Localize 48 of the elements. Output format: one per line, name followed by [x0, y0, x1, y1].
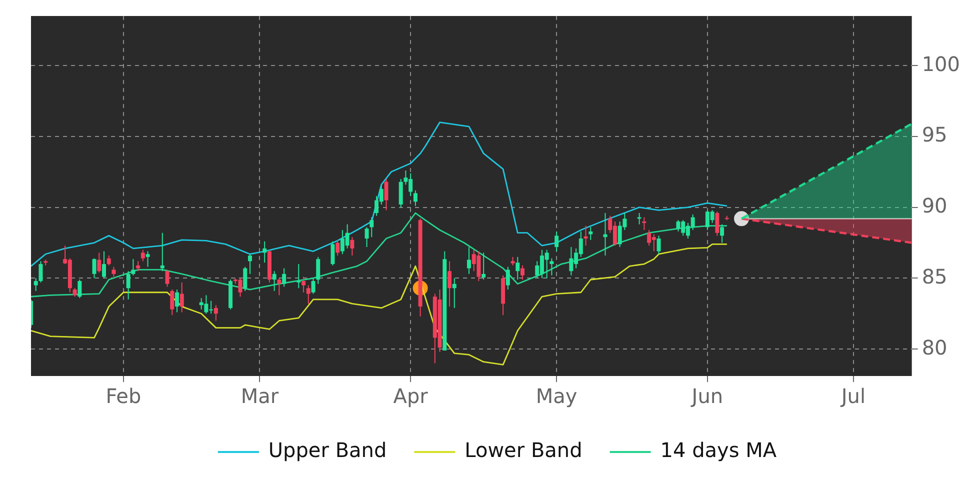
- candlestick: [140, 249, 145, 262]
- candlestick: [112, 266, 116, 278]
- candlestick: [38, 260, 43, 283]
- candlestick: [34, 278, 38, 292]
- candlestick: [97, 252, 102, 274]
- candlestick: [160, 232, 164, 272]
- candlestick: [506, 266, 510, 290]
- candlestick: [656, 235, 661, 255]
- y-tick-label: 95: [922, 122, 948, 147]
- candlestick: [165, 269, 170, 288]
- candlestick: [102, 250, 106, 279]
- candlestick: [146, 250, 150, 268]
- x-tick-label: Apr: [393, 384, 429, 408]
- candlestick: [214, 304, 218, 322]
- candlestick: [482, 252, 486, 280]
- candlestick: [588, 226, 593, 240]
- candlestick: [106, 255, 111, 266]
- candlestick: [720, 224, 724, 244]
- candlestick: [170, 289, 174, 316]
- candlestick: [516, 256, 520, 280]
- candlestick: [126, 270, 130, 300]
- candlestick: [715, 211, 720, 236]
- candlestick: [584, 225, 588, 246]
- candlestick: [180, 282, 184, 313]
- x-tick-label: Jul: [839, 384, 866, 408]
- candlestick: [448, 260, 452, 308]
- candlestick: [554, 230, 559, 252]
- candlestick: [136, 260, 140, 272]
- legend-label: Upper Band: [268, 438, 387, 462]
- y-tick-label: 80: [922, 335, 948, 360]
- legend-label: Lower Band: [464, 438, 582, 462]
- legend-label: 14 days MA: [660, 438, 777, 462]
- x-tick-label: Jun: [690, 384, 724, 408]
- y-tick-label: 90: [922, 194, 948, 218]
- candlestick: [243, 266, 248, 292]
- x-tick-label: May: [536, 384, 578, 408]
- candlestick: [131, 258, 136, 276]
- candlestick: [78, 279, 82, 299]
- candlestick: [92, 258, 96, 279]
- x-tick-label: Feb: [106, 384, 142, 408]
- y-tick-label: 100: [922, 52, 960, 76]
- candlestick: [520, 264, 525, 280]
- candlestick: [642, 216, 646, 231]
- candlestick: [248, 254, 252, 274]
- y-tick-label: 85: [922, 264, 948, 288]
- candlestick: [550, 258, 554, 276]
- candlestick: [174, 289, 179, 313]
- x-tick-label: Mar: [240, 384, 280, 408]
